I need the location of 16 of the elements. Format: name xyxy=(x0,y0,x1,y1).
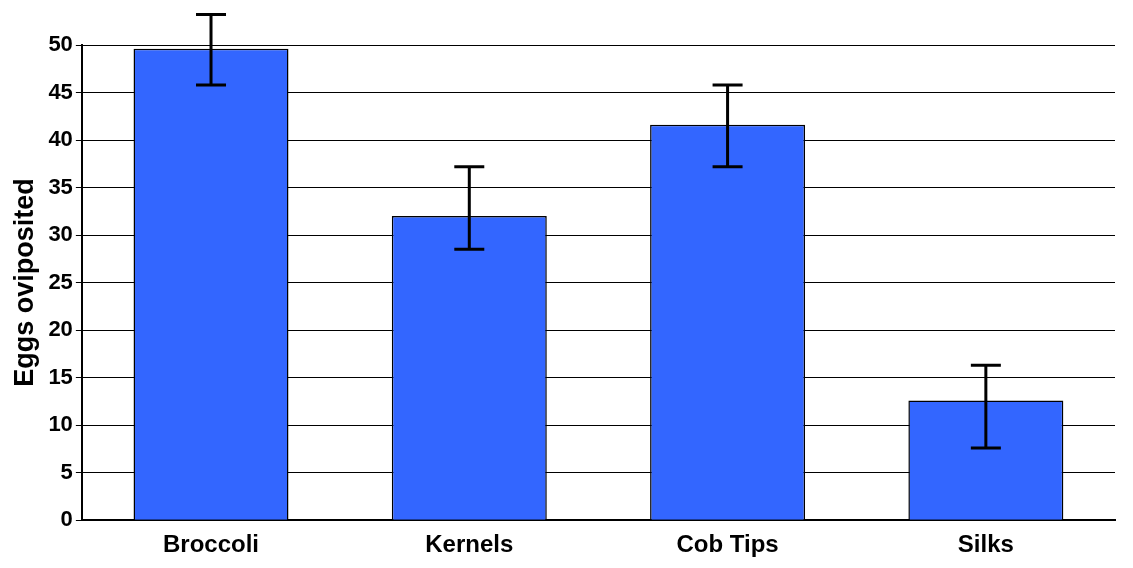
x-tick-label: Cob Tips xyxy=(676,530,779,558)
y-tick-label: 10 xyxy=(48,411,73,437)
x-tick-label: Silks xyxy=(957,530,1014,558)
y-axis-title: Eggs oviposited xyxy=(8,178,39,387)
x-tick-label: Broccoli xyxy=(163,530,260,558)
y-tick-label: 30 xyxy=(48,221,73,247)
y-tick-label: 15 xyxy=(48,363,73,389)
y-tick-label: 40 xyxy=(48,126,73,152)
y-tick-label: 45 xyxy=(48,78,73,104)
y-tick-label: 0 xyxy=(60,506,73,532)
y-tick-label: 20 xyxy=(48,316,73,342)
x-tick-label: Kernels xyxy=(425,530,514,558)
y-tick-label: 35 xyxy=(48,173,73,199)
y-tick-label: 25 xyxy=(48,268,73,294)
y-tick-label: 5 xyxy=(60,458,73,484)
y-tick-label: 50 xyxy=(48,31,73,57)
